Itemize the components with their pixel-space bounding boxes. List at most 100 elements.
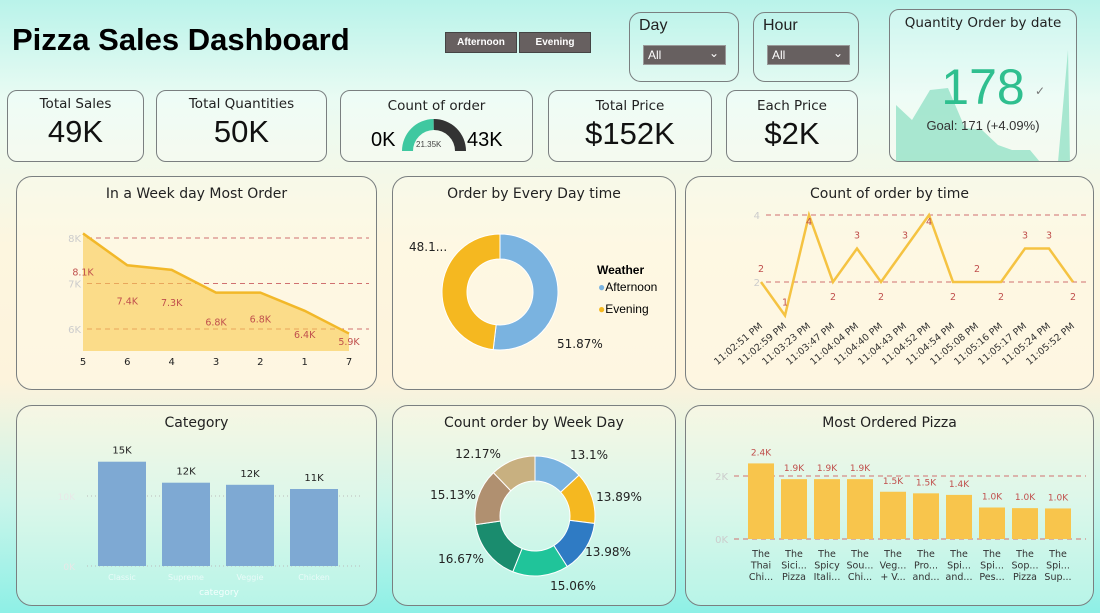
data-label: 2 (758, 264, 764, 275)
quantity-card-title: Quantity Order by date (904, 15, 1062, 31)
data-label: 1.9K (850, 464, 871, 474)
data-label: 1.4K (949, 480, 970, 490)
data-label: 13.89% (596, 490, 642, 504)
bytime-chart-panel: Count of order by time 4 2 2 11:02:51 PM 1 11… (685, 176, 1094, 390)
bar (162, 482, 210, 566)
data-label: 4 (806, 217, 812, 228)
x-tick-label: 2 (257, 357, 263, 368)
data-label: 2 (998, 292, 1004, 303)
y-tick-label: 2 (754, 278, 760, 289)
x-tick-label: Spicy (814, 561, 840, 572)
data-label: 1.5K (883, 477, 904, 487)
data-label: 13.1% (570, 448, 608, 462)
gauge-remaining (433, 119, 466, 151)
weekday-chart-panel: In a Week day Most Order 6K 7K 8K 8.1K 5 7.4K… (16, 176, 377, 390)
bar (1045, 508, 1071, 539)
data-label: 1.9K (817, 464, 838, 474)
gauge-fill (402, 119, 434, 151)
gauge-max: 43K (467, 129, 503, 151)
bar (880, 491, 906, 539)
data-label: 2 (950, 292, 956, 303)
data-label: 16.67% (438, 552, 484, 566)
bar (814, 479, 840, 539)
x-tick-label: Supreme (168, 573, 204, 582)
data-label: 1.0K (1015, 493, 1036, 503)
x-tick-label: Chi... (749, 572, 773, 583)
afternoon-button[interactable]: Afternoon (445, 32, 517, 53)
data-label: 12.17% (455, 447, 501, 461)
evening-button[interactable]: Evening (519, 32, 591, 53)
series-line (759, 210, 1075, 319)
bar (847, 479, 873, 539)
quantity-sparkline (896, 50, 1070, 161)
donut-slice (492, 233, 559, 351)
data-label: 2.4K (751, 448, 772, 458)
x-tick-label: 7 (346, 357, 352, 368)
weekpie-chart-panel: Count order by Week Day 13.1% 13.89% 13.98… (392, 405, 676, 606)
kpi-value: $2K (764, 116, 820, 151)
chart-title: Count order by Week Day (444, 415, 624, 431)
data-label: 3 (1022, 231, 1028, 242)
gauge-min: 0K (371, 129, 396, 151)
x-tick-label: + V... (880, 572, 905, 583)
data-label: 2 (878, 292, 884, 303)
y-tick-label: 8K (68, 234, 81, 245)
data-label: 2 (830, 292, 836, 303)
kpi-value: 50K (213, 114, 270, 149)
bar (1012, 508, 1038, 539)
legend-item-evening[interactable]: ●Evening (598, 302, 649, 316)
x-tick-label: The (883, 549, 902, 560)
hour-slicer: Hour All ⌄ (753, 12, 859, 82)
x-tick-label: Pes... (979, 572, 1004, 583)
kpi-label: Total Sales (39, 96, 112, 112)
gauge-value: 21.35K (416, 140, 442, 149)
data-label: 15K (112, 446, 132, 457)
x-tick-label: The (817, 549, 836, 560)
donut-slice (441, 233, 501, 351)
bar (781, 479, 807, 539)
category-bar-chart: 0K 10K 15K Classic 12K Supreme 12K Veggie 11K Chi… (58, 446, 362, 598)
x-tick-label: Sop... (1012, 561, 1039, 572)
x-tick-label: The (1015, 549, 1034, 560)
x-tick-label: Pizza (782, 572, 806, 583)
kpi-label: Total Price (595, 98, 665, 114)
x-tick-label: Classic (108, 573, 136, 582)
gauge (402, 119, 466, 151)
x-tick-label: The (751, 549, 770, 560)
x-tick-label: and... (946, 572, 973, 583)
y-tick-label: 0K (715, 535, 728, 546)
category-chart-panel: Category 0K 10K 15K Classic 12K Supreme 12K Veg… (16, 405, 377, 606)
data-label: 2 (974, 264, 980, 275)
area-fill (83, 233, 349, 351)
bar (748, 463, 774, 539)
chart-title: Count of order by time (809, 186, 969, 202)
quantity-goal: Goal: 171 (+4.09%) (926, 118, 1040, 133)
chart-title: Most Ordered Pizza (822, 415, 957, 431)
data-label: 3 (854, 231, 860, 242)
x-tick-label: 5 (80, 357, 86, 368)
kpi-total-quantities: Total Quantities 50K (156, 90, 327, 162)
legend-title: Weather (597, 263, 645, 277)
x-tick-label: Veggie (236, 573, 263, 582)
x-tick-label: 4 (168, 357, 174, 368)
day-dropdown[interactable]: All ⌄ (643, 45, 726, 65)
y-tick-label: 2K (715, 472, 728, 483)
kpi-total-price: Total Price $152K (548, 90, 712, 162)
data-label: 1.0K (982, 493, 1003, 503)
kpi-value: $152K (585, 116, 675, 151)
hour-slicer-label: Hour (763, 17, 798, 34)
x-tick-label: Sou... (847, 561, 874, 572)
bar (290, 489, 338, 566)
bar (226, 484, 274, 566)
data-label: 51.87% (557, 337, 603, 351)
data-label: 1.0K (1048, 493, 1069, 503)
chart-title: Category (164, 415, 229, 431)
data-label: 5.9K (338, 337, 360, 348)
y-tick-label: 10K (58, 493, 76, 503)
x-tick-label: Spi... (980, 561, 1004, 572)
chart-title: In a Week day Most Order (105, 186, 288, 202)
legend-item-afternoon[interactable]: ●Afternoon (598, 280, 657, 294)
hour-dropdown[interactable]: All ⌄ (767, 45, 850, 65)
data-label: 12K (240, 469, 260, 480)
legend-dot-icon: ● (598, 280, 606, 294)
